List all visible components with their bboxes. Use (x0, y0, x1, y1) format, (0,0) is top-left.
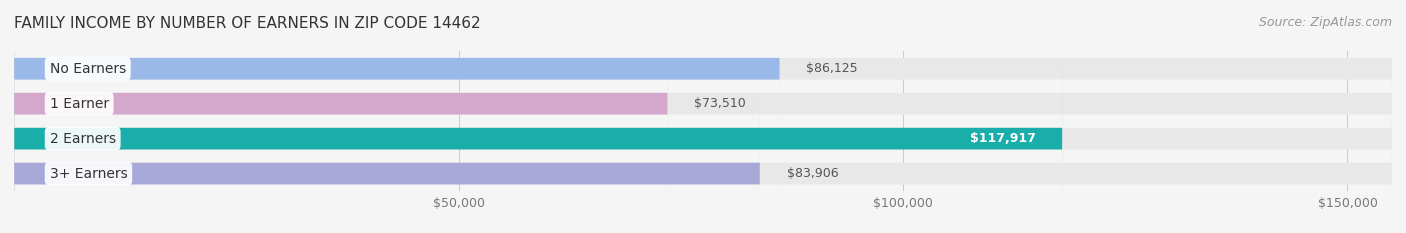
FancyBboxPatch shape (14, 0, 1392, 233)
FancyBboxPatch shape (14, 0, 761, 233)
Text: Source: ZipAtlas.com: Source: ZipAtlas.com (1258, 16, 1392, 29)
Text: No Earners: No Earners (49, 62, 127, 76)
Text: $117,917: $117,917 (970, 132, 1036, 145)
Text: FAMILY INCOME BY NUMBER OF EARNERS IN ZIP CODE 14462: FAMILY INCOME BY NUMBER OF EARNERS IN ZI… (14, 16, 481, 31)
FancyBboxPatch shape (14, 0, 1392, 233)
Text: 2 Earners: 2 Earners (49, 132, 115, 146)
FancyBboxPatch shape (14, 0, 1392, 233)
FancyBboxPatch shape (14, 0, 668, 233)
Text: $73,510: $73,510 (695, 97, 747, 110)
Text: $86,125: $86,125 (807, 62, 858, 75)
Text: 1 Earner: 1 Earner (49, 97, 108, 111)
Text: $83,906: $83,906 (786, 167, 838, 180)
Text: 3+ Earners: 3+ Earners (49, 167, 128, 181)
FancyBboxPatch shape (14, 0, 780, 233)
FancyBboxPatch shape (14, 0, 1063, 233)
FancyBboxPatch shape (14, 0, 1392, 233)
